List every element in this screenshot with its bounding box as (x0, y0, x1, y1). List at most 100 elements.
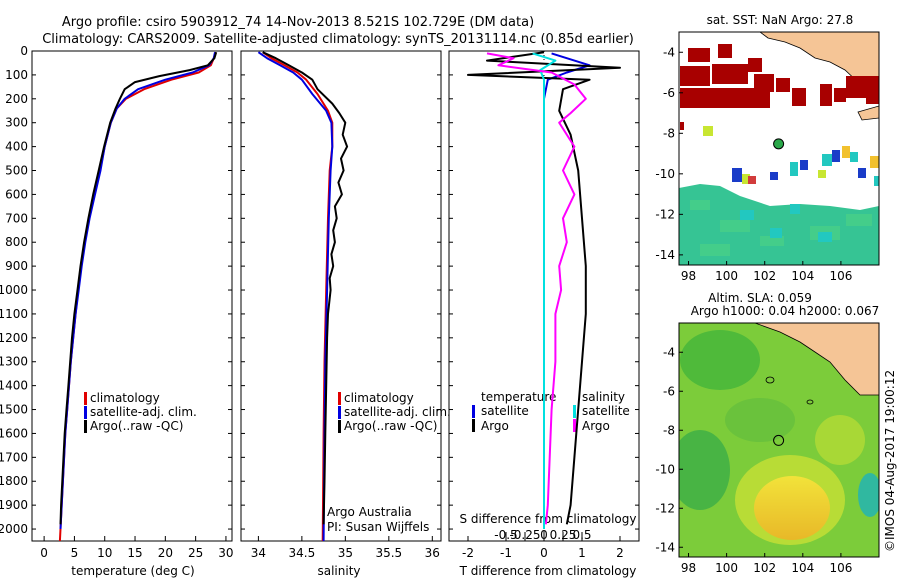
depth-tick-label: 0 (20, 44, 28, 58)
sla-blob (679, 430, 730, 510)
sst-cell (842, 146, 850, 158)
sst-cell (754, 74, 774, 92)
sst-cell (680, 122, 684, 130)
sla-blob (754, 476, 830, 540)
depth-tick-label: 1900 (0, 498, 28, 512)
depth-tick-label: 1200 (0, 331, 28, 345)
salinity-x-tick-label: 36 (425, 546, 440, 560)
legend-label-s-satellite: satellite (582, 404, 630, 418)
sst-cell (700, 244, 730, 256)
sst-cell (792, 88, 806, 106)
salinity-x-tick-label: 34.5 (289, 546, 316, 560)
legend-label-satellite: satellite-adj. clim. (90, 405, 197, 419)
depth-tick-label: 400 (5, 140, 28, 154)
sst-cell (776, 78, 790, 92)
sst-cell (866, 94, 879, 104)
header-line2: Climatology: CARS2009. Satellite-adjuste… (42, 32, 634, 47)
legend-swatch-s-argo (573, 419, 576, 432)
sla-map-title-line1: Altim. SLA: 0.059 (708, 291, 812, 305)
sla-blob (725, 398, 795, 442)
sla-map-argo-marker (773, 434, 785, 446)
sst-map-title: sat. SST: NaN Argo: 27.8 (707, 13, 854, 27)
temperature-x-tick-label: 0 (40, 546, 48, 560)
temperature-x-tick-label: 10 (97, 546, 112, 560)
temperature-legend: climatology satellite-adj. clim. Argo(..… (84, 391, 197, 433)
sst-cell (718, 44, 732, 58)
salinity-series-satellite-adj-clim- (257, 51, 334, 542)
sla-map-y-tick-label: -4 (663, 345, 675, 359)
sst-cell (688, 48, 710, 62)
differences-x-tick-label: 1 (578, 546, 586, 560)
difference-top-axis-label: S difference from climatology (460, 512, 637, 526)
salinity-x-tick-label: 35 (338, 546, 353, 560)
sst-cell (818, 232, 832, 242)
legend-label-satellite: satellite-adj. clim. (344, 405, 451, 419)
legend-swatch-argo (338, 420, 341, 433)
salinity-series-climatology (262, 51, 334, 542)
sla-blob (815, 415, 865, 465)
temperature-series-argo-raw-qc- (59, 51, 218, 525)
sst-cell (712, 64, 748, 84)
sla-map-x-tick-label: 106 (829, 561, 852, 575)
differences-x-tick-label: 0 (540, 546, 548, 560)
s-diff-tick-label: 0.25 (550, 528, 577, 542)
sst-map-y-tick-label: -12 (655, 207, 675, 221)
s-diff-tick-label: -0.5 (494, 528, 517, 542)
sla-map-y-tick-label: -12 (655, 501, 675, 515)
salinity-legend: climatology satellite-adj. clim. Argo(..… (338, 391, 451, 433)
legend-swatch-satellite (84, 406, 87, 419)
differences-series-s-argo (486, 52, 587, 525)
sst-map-frame (678, 31, 880, 266)
depth-tick-label: 900 (5, 259, 28, 273)
legend-label-t-argo: Argo (481, 419, 509, 433)
sst-cell (858, 168, 866, 178)
legend-swatch-t-argo (472, 419, 475, 432)
sst-map-x-tick-label: 100 (715, 269, 738, 283)
sla-map-y-tick-label: -6 (663, 384, 675, 398)
sst-ocean-cyan-cells (740, 204, 832, 242)
sst-cell (703, 126, 713, 136)
sst-cell (850, 152, 858, 162)
temperature-x-label: temperature (deg C) (71, 564, 194, 578)
legend-label-climatology: climatology (90, 391, 160, 405)
legend-swatch-t-satellite (472, 405, 475, 418)
depth-tick-label: 600 (5, 187, 28, 201)
sst-cell (760, 236, 784, 246)
salinity-x-tick-label: 34 (251, 546, 266, 560)
depth-tick-label: 1600 (0, 426, 28, 440)
sst-cloud-cells (680, 44, 879, 130)
depth-tick-label: 1100 (0, 307, 28, 321)
footer-credit: ©IMOS 04-Aug-2017 19:00:12 (883, 370, 897, 552)
depth-tick-label: 500 (5, 164, 28, 178)
sst-cell (790, 162, 798, 176)
legend-label-t-satellite: satellite (481, 404, 529, 418)
sst-map-x-tick-label: 98 (681, 269, 696, 283)
temperature-series-climatology (58, 51, 217, 542)
sst-cell (748, 58, 762, 72)
sst-cell (818, 170, 826, 178)
sst-cell (820, 84, 832, 106)
sst-map-y-tick-label: -10 (655, 167, 675, 181)
sst-map-x-tick-label: 102 (753, 269, 776, 283)
annotation-argo-australia: Argo Australia (327, 505, 412, 519)
depth-tick-label: 300 (5, 116, 28, 130)
sst-map-x-tick-label: 104 (791, 269, 814, 283)
salinity-x-tick-label: 35.5 (375, 546, 402, 560)
sst-cell (846, 76, 879, 98)
temperature-plot-frame (31, 50, 233, 542)
sst-cell (874, 176, 879, 186)
legend-title-salinity: salinity (582, 390, 625, 404)
depth-tick-label: 800 (5, 235, 28, 249)
temperature-x-tick-label: 30 (218, 546, 233, 560)
sst-land-sumatra (759, 32, 879, 85)
legend-label-argo: Argo(..raw -QC) (344, 419, 437, 433)
depth-tick-label: 1400 (0, 379, 28, 393)
sla-island (765, 376, 775, 384)
sst-cell (870, 156, 879, 168)
temperature-x-tick-label: 5 (71, 546, 79, 560)
sst-cell (790, 204, 800, 214)
sst-map-y-tick-label: -14 (655, 248, 675, 262)
depth-tick-label: 1300 (0, 355, 28, 369)
differences-series-t-argo (467, 51, 621, 525)
